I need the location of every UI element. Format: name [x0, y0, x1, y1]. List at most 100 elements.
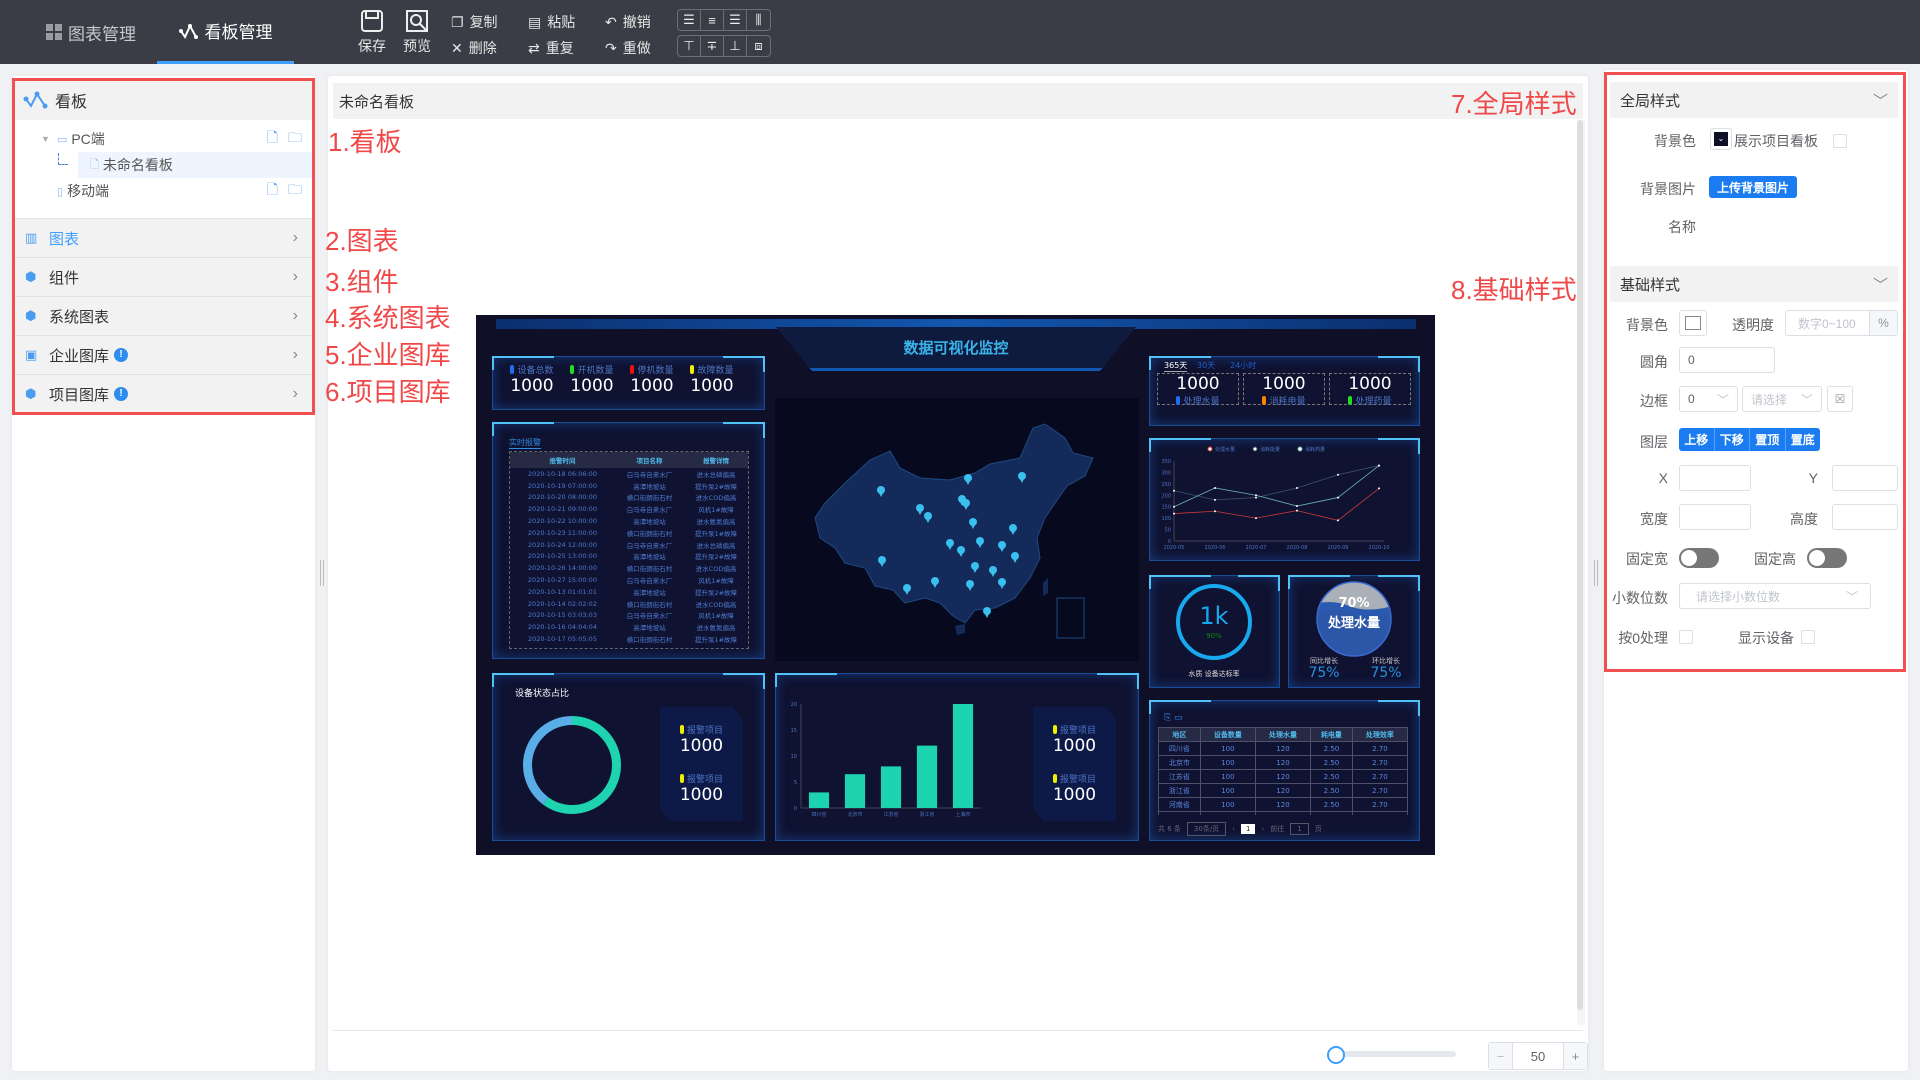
decimal-places-select[interactable]: 请选择小数位数 ﹀	[1679, 583, 1871, 609]
fixed-height-toggle[interactable]	[1807, 548, 1847, 568]
column-header: 处理效率	[1351, 727, 1408, 742]
y-input[interactable]	[1832, 465, 1898, 491]
zoom-increase-button[interactable]: +	[1563, 1043, 1587, 1069]
page-button[interactable]: 1	[1240, 824, 1256, 834]
resize-handle-left[interactable]	[320, 560, 324, 586]
send-to-back-button[interactable]: 置底	[1790, 433, 1815, 447]
save-button[interactable]: 保存	[358, 9, 386, 56]
fixed-width-toggle[interactable]	[1679, 548, 1719, 568]
chevron-right-icon: ›	[292, 307, 298, 324]
zoom-input[interactable]: 50	[1530, 1048, 1546, 1064]
section-system-charts[interactable]: ⬢ 系统图表 ›	[15, 296, 312, 335]
status-dot-icon	[1176, 396, 1181, 405]
show-device-checkbox[interactable]	[1801, 630, 1815, 644]
dashboard-title: 数据可视化监控	[903, 339, 1009, 357]
x-tick-label: 江苏省	[883, 811, 898, 818]
global-bg-color-picker[interactable]: ⌄	[1710, 128, 1732, 150]
map-pin-icon	[903, 584, 911, 595]
repeat-button[interactable]: ⇄ 重复	[528, 39, 574, 57]
undo-button[interactable]: ↶ 撤销	[605, 13, 651, 31]
move-down-button[interactable]: 下移	[1715, 428, 1750, 451]
goto-page-input[interactable]: 1	[1290, 823, 1309, 835]
border-style-select[interactable]: 请选择 ﹀	[1742, 386, 1822, 412]
redo-button[interactable]: ↷ 重做	[605, 39, 651, 57]
period-tab[interactable]: 30天	[1197, 361, 1216, 370]
zoom-decrease-button[interactable]: −	[1489, 1043, 1513, 1069]
copy-button[interactable]: ❐ 复制	[451, 13, 498, 31]
show-project-checkbox[interactable]	[1833, 134, 1847, 148]
table-row: 河南省 100 120 2.50 2.70	[1158, 797, 1408, 812]
section-project-gallery[interactable]: ⬢ 项目图库! ›	[15, 374, 312, 413]
tree-node-mobile[interactable]: ▯ 移动端 🗋 🗀	[15, 179, 312, 203]
zero-handling-checkbox[interactable]	[1679, 630, 1693, 644]
upload-bg-image-button[interactable]: 上传背景图片	[1709, 176, 1797, 198]
status-dot-icon	[570, 365, 575, 374]
chevron-down-icon: ﹀	[1872, 92, 1888, 110]
bar-chart-icon: ▥	[25, 230, 38, 245]
prev-page-icon[interactable]: ‹	[1232, 825, 1235, 833]
section-enterprise-gallery[interactable]: ▣ 企业图库! ›	[15, 335, 312, 374]
dashboard-tree-header[interactable]: 看板	[15, 80, 312, 120]
canvas-scrollbar[interactable]	[1577, 120, 1585, 1025]
resize-handle-right[interactable]	[1594, 560, 1598, 586]
height-input[interactable]	[1832, 504, 1898, 530]
data-point	[1337, 496, 1339, 499]
tab-chart-management[interactable]: 图表管理	[46, 0, 136, 64]
series-line	[1173, 465, 1380, 501]
basic-style-header[interactable]: 基础样式 ﹀	[1610, 266, 1898, 302]
data-point	[1378, 464, 1380, 467]
section-components[interactable]: ⬢ 组件 ›	[15, 257, 312, 296]
dashboard-preview[interactable]: 数据可视化监控 实时报警 报警时间 项目名称 报警详情 2020-10-18 06:0…	[476, 315, 1435, 855]
zoom-slider[interactable]	[1330, 1051, 1456, 1057]
align-left-icon[interactable]: ☰	[678, 10, 701, 30]
bar	[844, 774, 866, 808]
next-page-icon[interactable]: ›	[1261, 825, 1265, 833]
align-horizontal-distribute-icon[interactable]: ⫼	[755, 12, 762, 27]
zoom-slider-handle[interactable]	[1327, 1046, 1345, 1064]
tree-node-unnamed-dashboard[interactable]: 🗋 未命名看板	[78, 152, 312, 178]
radius-input[interactable]: 0	[1679, 347, 1775, 373]
map-pin-icon	[998, 541, 1006, 552]
page-size-select[interactable]: 30条/页	[1186, 822, 1227, 836]
move-up-button[interactable]: 上移	[1679, 428, 1715, 451]
delete-button[interactable]: ✕ 删除	[451, 39, 497, 57]
section-charts[interactable]: ▥ 图表 ›	[15, 218, 312, 257]
basic-bg-color-picker[interactable]	[1679, 310, 1707, 336]
opacity-input[interactable]: 数字0~100%	[1785, 310, 1898, 336]
cube-icon: ⬢	[25, 386, 37, 401]
preview-button[interactable]: 预览	[403, 9, 431, 56]
gauge-percent: 90%	[1206, 632, 1222, 640]
align-right-icon[interactable]: ☰	[724, 10, 747, 30]
column-header: 处理水量	[1254, 727, 1312, 742]
bring-to-front-button[interactable]: 置顶	[1750, 428, 1786, 451]
align-bottom-icon[interactable]: ⊥	[724, 36, 747, 56]
export-icon[interactable]: ⎘ ▭	[1164, 713, 1183, 723]
period-tab[interactable]: 365天	[1164, 361, 1188, 372]
align-center-icon[interactable]: ≡	[701, 10, 724, 30]
x-input[interactable]	[1679, 465, 1751, 491]
width-input[interactable]	[1679, 504, 1751, 530]
caret-down-icon[interactable]: ▼	[41, 134, 50, 144]
period-tab[interactable]: 24小时	[1230, 361, 1257, 370]
align-middle-icon[interactable]: ∓	[701, 36, 724, 56]
add-folder-icon[interactable]: 🗀	[288, 129, 302, 145]
alarm-tab[interactable]: 实时报警	[509, 438, 541, 449]
add-folder-icon[interactable]: 🗀	[288, 181, 302, 197]
china-map[interactable]	[775, 398, 1139, 661]
tab-dashboard-management[interactable]: 看板管理	[157, 0, 294, 64]
global-style-header[interactable]: 全局样式 ﹀	[1610, 82, 1898, 118]
align-top-icon[interactable]: ⊤	[678, 36, 701, 56]
tree-node-pc[interactable]: ▼ ▭ PC端 🗋 🗀	[15, 127, 312, 151]
data-point	[1173, 489, 1175, 492]
add-file-icon[interactable]: 🗋	[266, 181, 278, 197]
border-width-select[interactable]: 0 ﹀	[1679, 386, 1738, 412]
table-row: 2020-10-25 13:00:00 高潭地坡站 提升泵2#故障	[527, 552, 738, 562]
right-panel	[1604, 70, 1908, 1071]
region-table-panel: ⎘ ▭ 地区 设备数量 处理水量 耗电量 处理效率 四川省 100 120 2.50 2.70 北京…	[1149, 700, 1420, 841]
align-vertical-distribute-icon[interactable]: ⧈	[754, 38, 763, 53]
chevron-right-icon: ›	[292, 385, 298, 402]
paste-button[interactable]: ▤ 粘贴	[528, 13, 576, 31]
clear-border-button[interactable]: ☒	[1827, 386, 1853, 412]
add-file-icon[interactable]: 🗋	[266, 129, 278, 145]
y-tick-label: 10	[791, 754, 797, 760]
